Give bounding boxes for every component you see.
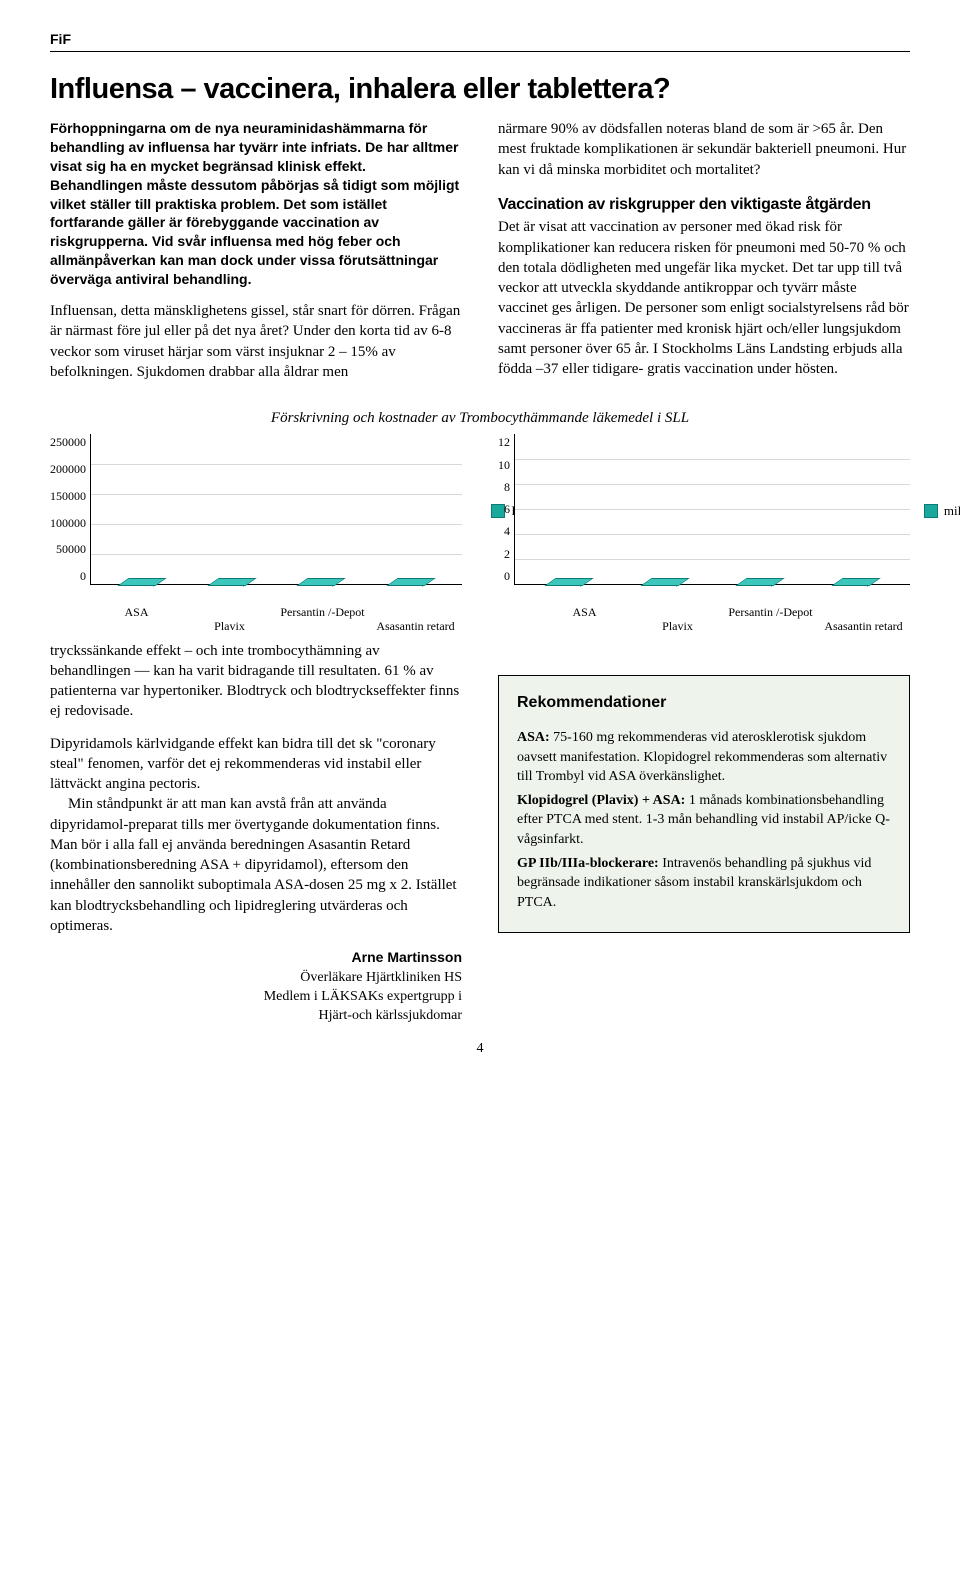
recommendations-box: Rekommendationer ASA: 75-160 mg rekommen… (498, 675, 910, 934)
below-columns: tryckssänkande effekt – och inte tromboc… (50, 641, 910, 1026)
chart1-y-axis: 250000200000150000100000500000 (50, 434, 90, 584)
lead-paragraph: Förhoppningarna om de nya neuraminidashä… (50, 119, 462, 289)
chart-miljoner: 121086420 ASAPersantin /-Depot PlavixAsa… (498, 434, 910, 636)
below-left-col: tryckssänkande effekt – och inte tromboc… (50, 641, 462, 1026)
chart2-y-axis: 121086420 (498, 434, 514, 584)
rec-gp: GP IIb/IIIa-blockerare: Intravenös behan… (517, 854, 891, 913)
intro-columns: Förhoppningarna om de nya neuraminidashä… (50, 119, 910, 394)
section-heading-vaccination: Vaccination av riskgrupper den viktigast… (498, 194, 910, 216)
chart2-legend-swatch (924, 504, 938, 518)
rec-asa: ASA: 75-160 mg rekommenderas vid aterosk… (517, 728, 891, 787)
bottom-p2a: Dipyridamols kärlvidgande effekt kan bid… (50, 734, 462, 795)
chart2-plot (514, 434, 910, 585)
chart1-plot (90, 434, 462, 585)
chart2-legend-label: miljoner kr (944, 502, 960, 520)
left-paragraph-2: Influensan, detta mänsklighetens gissel,… (50, 301, 462, 382)
byline-name: Arne Martinsson (352, 949, 462, 965)
bottom-p1: tryckssänkande effekt – och inte tromboc… (50, 641, 462, 722)
rec-heading: Rekommendationer (517, 692, 891, 714)
intro-col-left: Förhoppningarna om de nya neuraminidashä… (50, 119, 462, 394)
byline-rest: Överläkare Hjärtkliniken HSMedlem i LÄKS… (264, 970, 462, 1023)
byline: Arne Martinsson Överläkare Hjärtkliniken… (50, 948, 462, 1026)
chart1-x-labels-2: PlavixAsasantin retard (90, 618, 462, 634)
publication-label: FiF (50, 30, 910, 52)
charts-row: 250000200000150000100000500000 ASAPersan… (50, 434, 910, 636)
right-paragraph-1: närmare 90% av dödsfallen noteras bland … (498, 119, 910, 180)
intro-col-right: närmare 90% av dödsfallen noteras bland … (498, 119, 910, 394)
chart2-x-labels-2: PlavixAsasantin retard (538, 618, 910, 634)
right-paragraph-2: Det är visat att vaccination av personer… (498, 217, 910, 379)
article-title: Influensa – vaccinera, inhalera eller ta… (50, 70, 910, 109)
chart-recipen: 250000200000150000100000500000 ASAPersan… (50, 434, 462, 636)
rec-klop: Klopidogrel (Plavix) + ASA: 1 månads kom… (517, 791, 891, 850)
below-right-col: Rekommendationer ASA: 75-160 mg rekommen… (498, 641, 910, 1026)
page-number: 4 (50, 1040, 910, 1059)
bottom-p2b: Min ståndpunkt är att man kan avstå från… (50, 794, 462, 936)
chart2-legend: miljoner kr (924, 502, 960, 520)
charts-caption: Förskrivning och kostnader av Trombocyth… (50, 408, 910, 428)
